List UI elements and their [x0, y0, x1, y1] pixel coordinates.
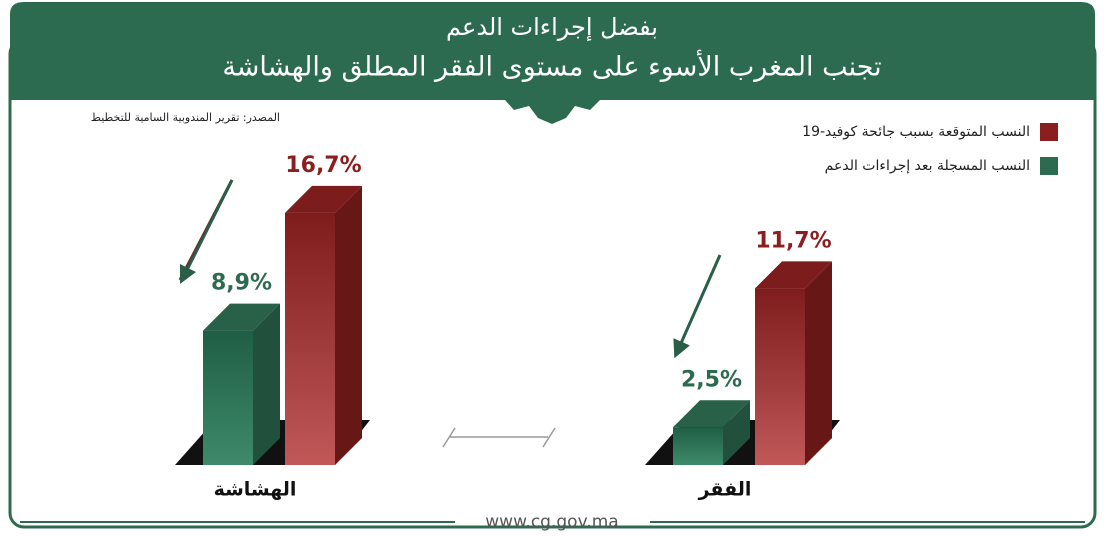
bar-side: [253, 303, 280, 465]
value-label: 16,7%: [285, 153, 361, 178]
bar: [203, 330, 253, 465]
website: www.cg.gov.ma: [485, 512, 618, 532]
value-label: 2,5%: [681, 367, 742, 392]
legend-swatch: [1040, 123, 1058, 141]
legend-swatch: [1040, 157, 1058, 175]
legend-label: النسب المتوقعة بسبب جائحة كوفيد-19: [802, 124, 1030, 140]
value-label: 11,7%: [755, 228, 831, 253]
arrow-head: [179, 179, 234, 285]
category-label: الفقر: [698, 479, 752, 501]
value-label: 8,9%: [211, 271, 272, 296]
bar-side: [335, 185, 362, 465]
header-band: [10, 2, 1095, 100]
bar: [673, 427, 723, 465]
plot: 2,5% 11,7% الفقر 8,9% 16,7% الهشاشة النسب المت…: [175, 123, 1058, 501]
bar-top: [285, 185, 362, 213]
bar-side: [805, 261, 832, 465]
bar: [285, 212, 335, 465]
arrow: [673, 254, 722, 359]
bar-top: [203, 303, 280, 331]
category-label: الهشاشة: [214, 479, 297, 501]
separator: [442, 427, 556, 448]
bar-side: [723, 400, 750, 465]
source: المصدر: تقرير المندوبية السامية للتخطيط: [91, 111, 280, 124]
title: بفضل إجراءات الدعم: [446, 13, 658, 42]
subtitle: تجنب المغرب الأسوء على مستوى الفقر المطل…: [222, 49, 881, 83]
bar-top: [755, 261, 832, 289]
ornament: [505, 100, 600, 124]
bar-top: [673, 400, 750, 428]
bar: [755, 288, 805, 465]
legend-label: النسب المسجلة بعد إجراءات الدعم: [825, 158, 1030, 174]
